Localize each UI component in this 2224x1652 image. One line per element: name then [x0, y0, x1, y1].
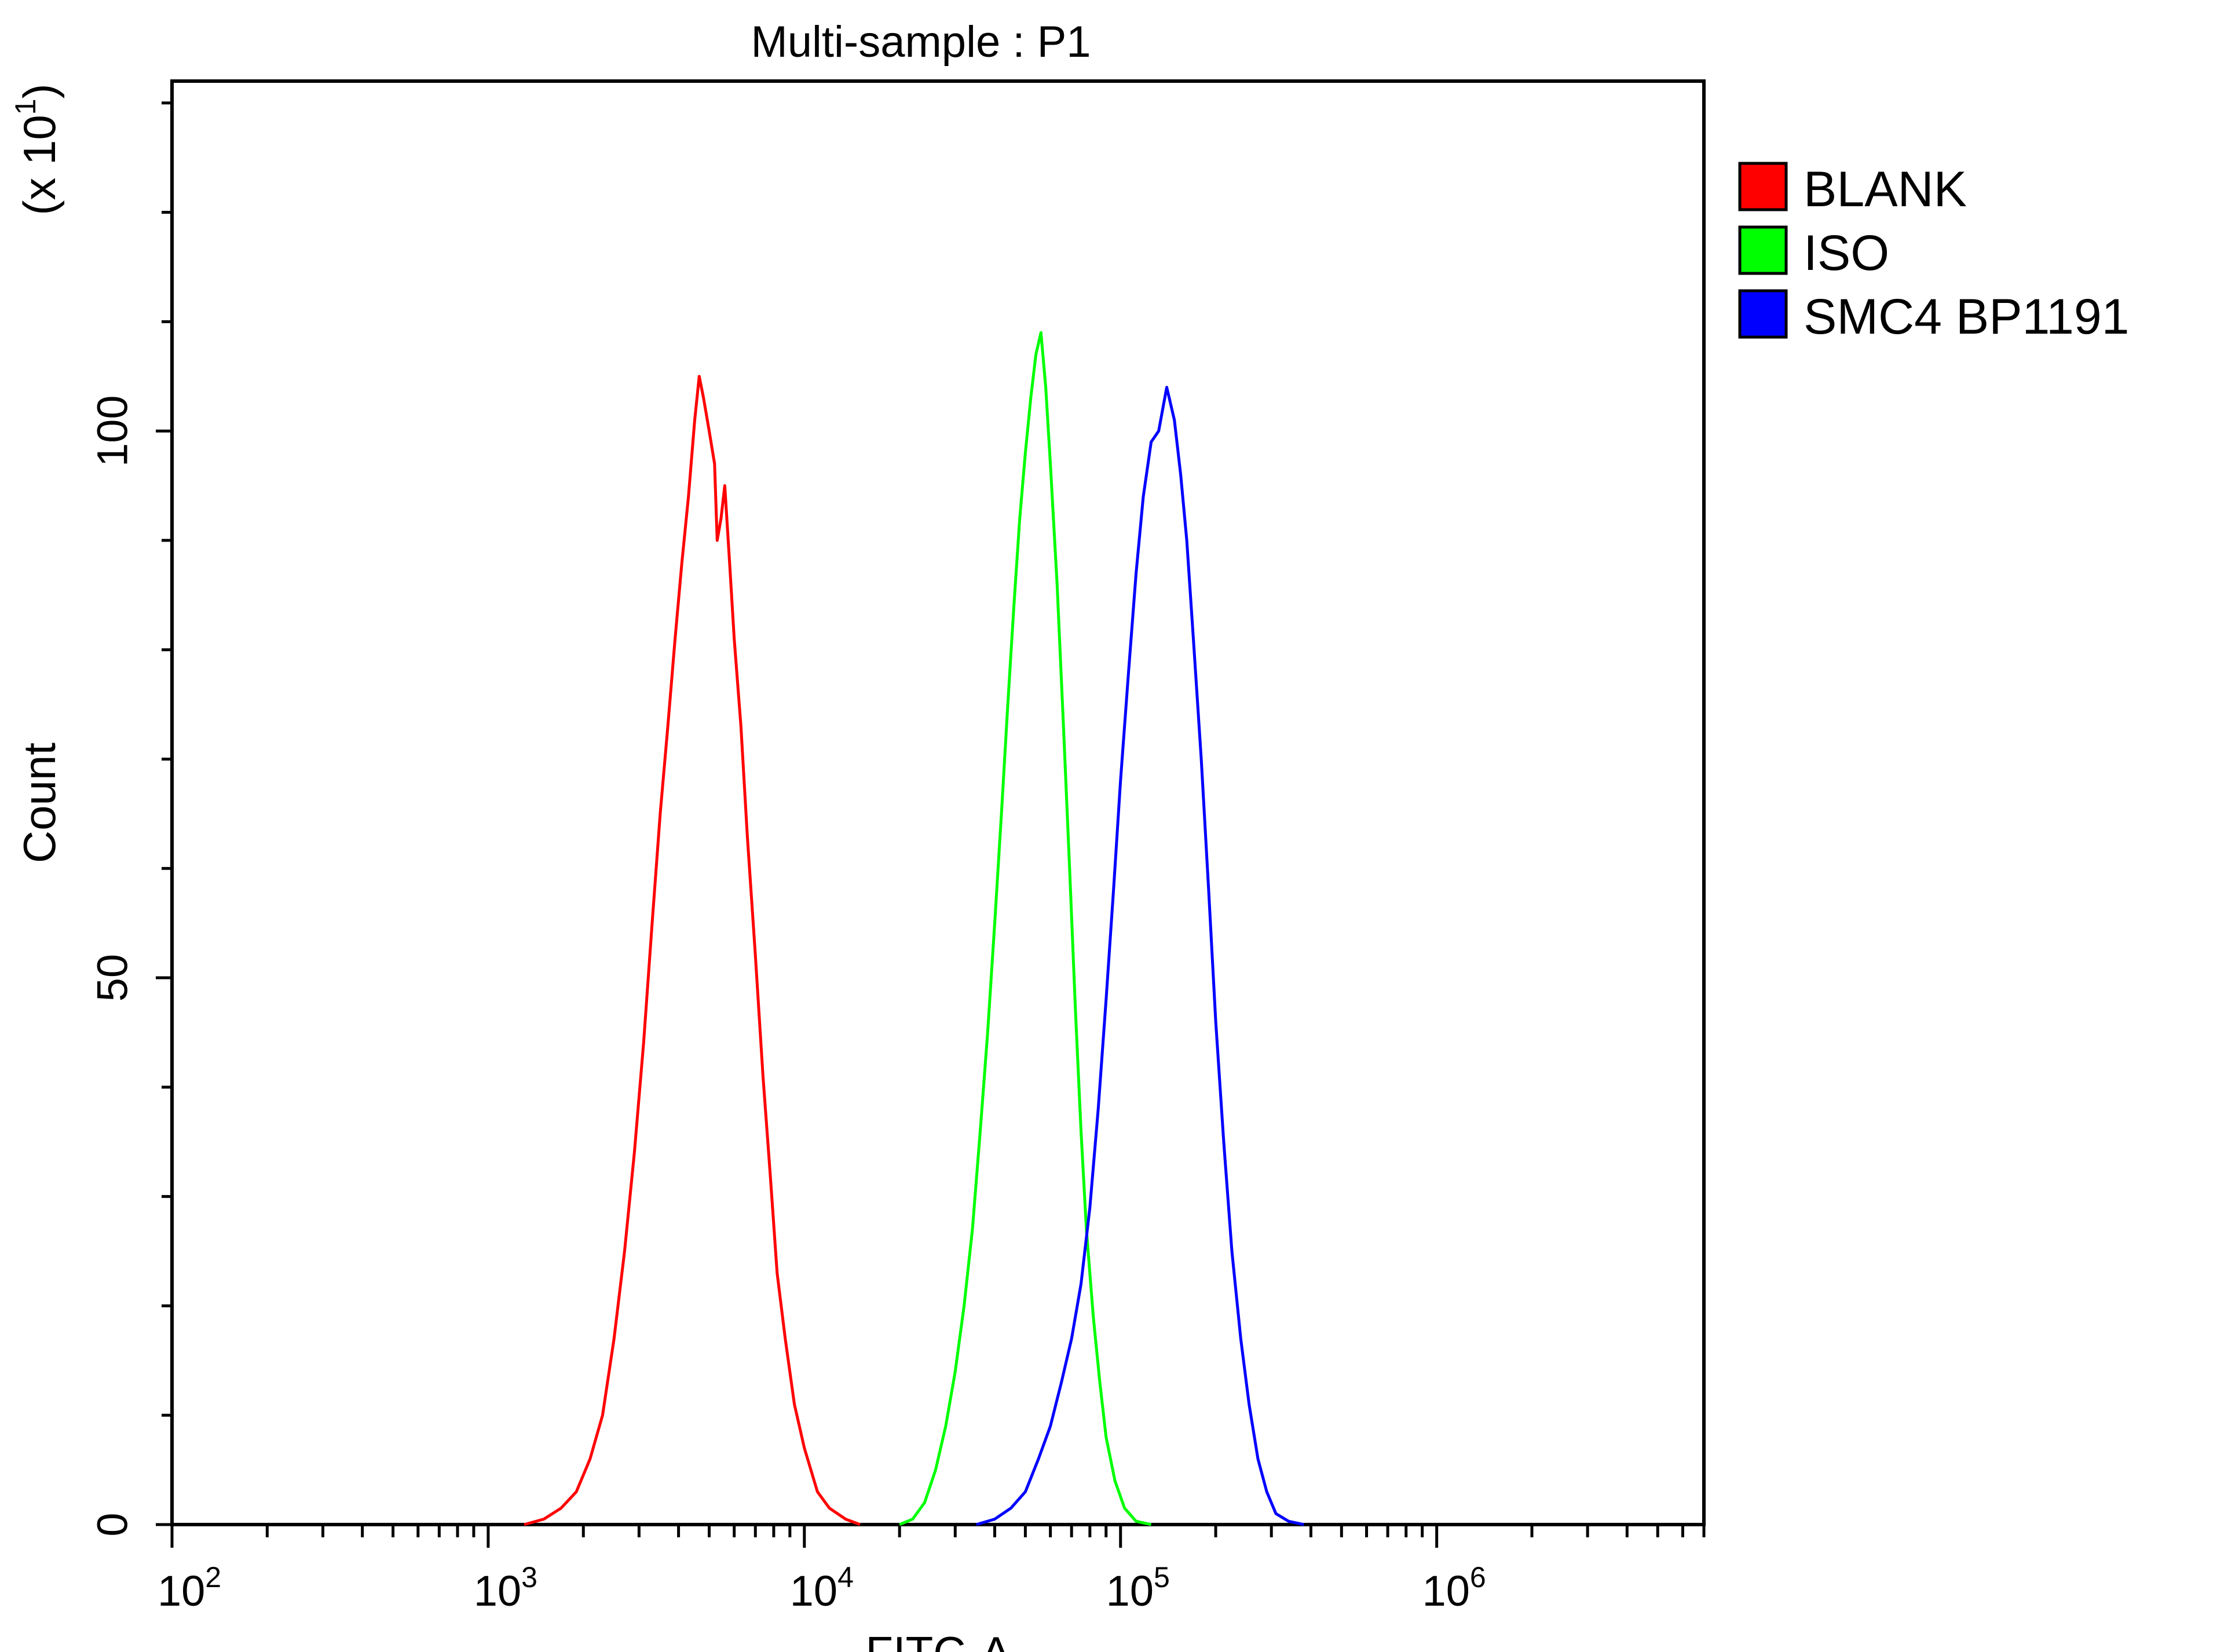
- legend-swatch-blank: [1738, 162, 1788, 211]
- x-tick-label: 106: [1422, 1561, 1486, 1615]
- plot-frame: [170, 79, 1706, 1526]
- y-tick-label: 0: [89, 1512, 137, 1536]
- x-tick-label: 105: [1106, 1561, 1170, 1615]
- legend-label-blank: BLANK: [1804, 162, 1967, 217]
- y-multiplier-suffix: ): [14, 83, 65, 98]
- chart-title: Multi-sample : P1: [751, 17, 1091, 67]
- legend-label-iso: ISO: [1804, 225, 1889, 281]
- x-tick-label: 103: [474, 1561, 537, 1615]
- x-axis: 102 103 104 105 106: [158, 1525, 1706, 1615]
- series-layer: [524, 331, 1304, 1526]
- y-multiplier-exponent: 1: [9, 98, 42, 115]
- legend: BLANK ISO SMC4 BP1191: [1738, 162, 2130, 345]
- legend-swatch-iso: [1738, 225, 1788, 275]
- y-tick-label: 50: [89, 954, 137, 1002]
- series-line-smc4-bp1191: [976, 386, 1304, 1526]
- legend-swatch-smc4-bp1191: [1738, 289, 1788, 339]
- y-multiplier-label: (x 101): [9, 83, 65, 215]
- legend-label-smc4-bp1191: SMC4 BP1191: [1804, 289, 2130, 345]
- y-multiplier-prefix: (x 10: [14, 115, 65, 215]
- series-line-iso: [899, 331, 1152, 1526]
- x-tick-label: 104: [790, 1561, 854, 1615]
- y-axis: 0 50 100: [89, 101, 172, 1537]
- y-tick-label: 100: [89, 395, 137, 466]
- x-tick-label: 102: [158, 1561, 221, 1615]
- x-axis-label: FITC-A: [865, 1627, 1011, 1652]
- series-line-blank: [524, 375, 861, 1526]
- y-axis-label: Count: [14, 743, 65, 863]
